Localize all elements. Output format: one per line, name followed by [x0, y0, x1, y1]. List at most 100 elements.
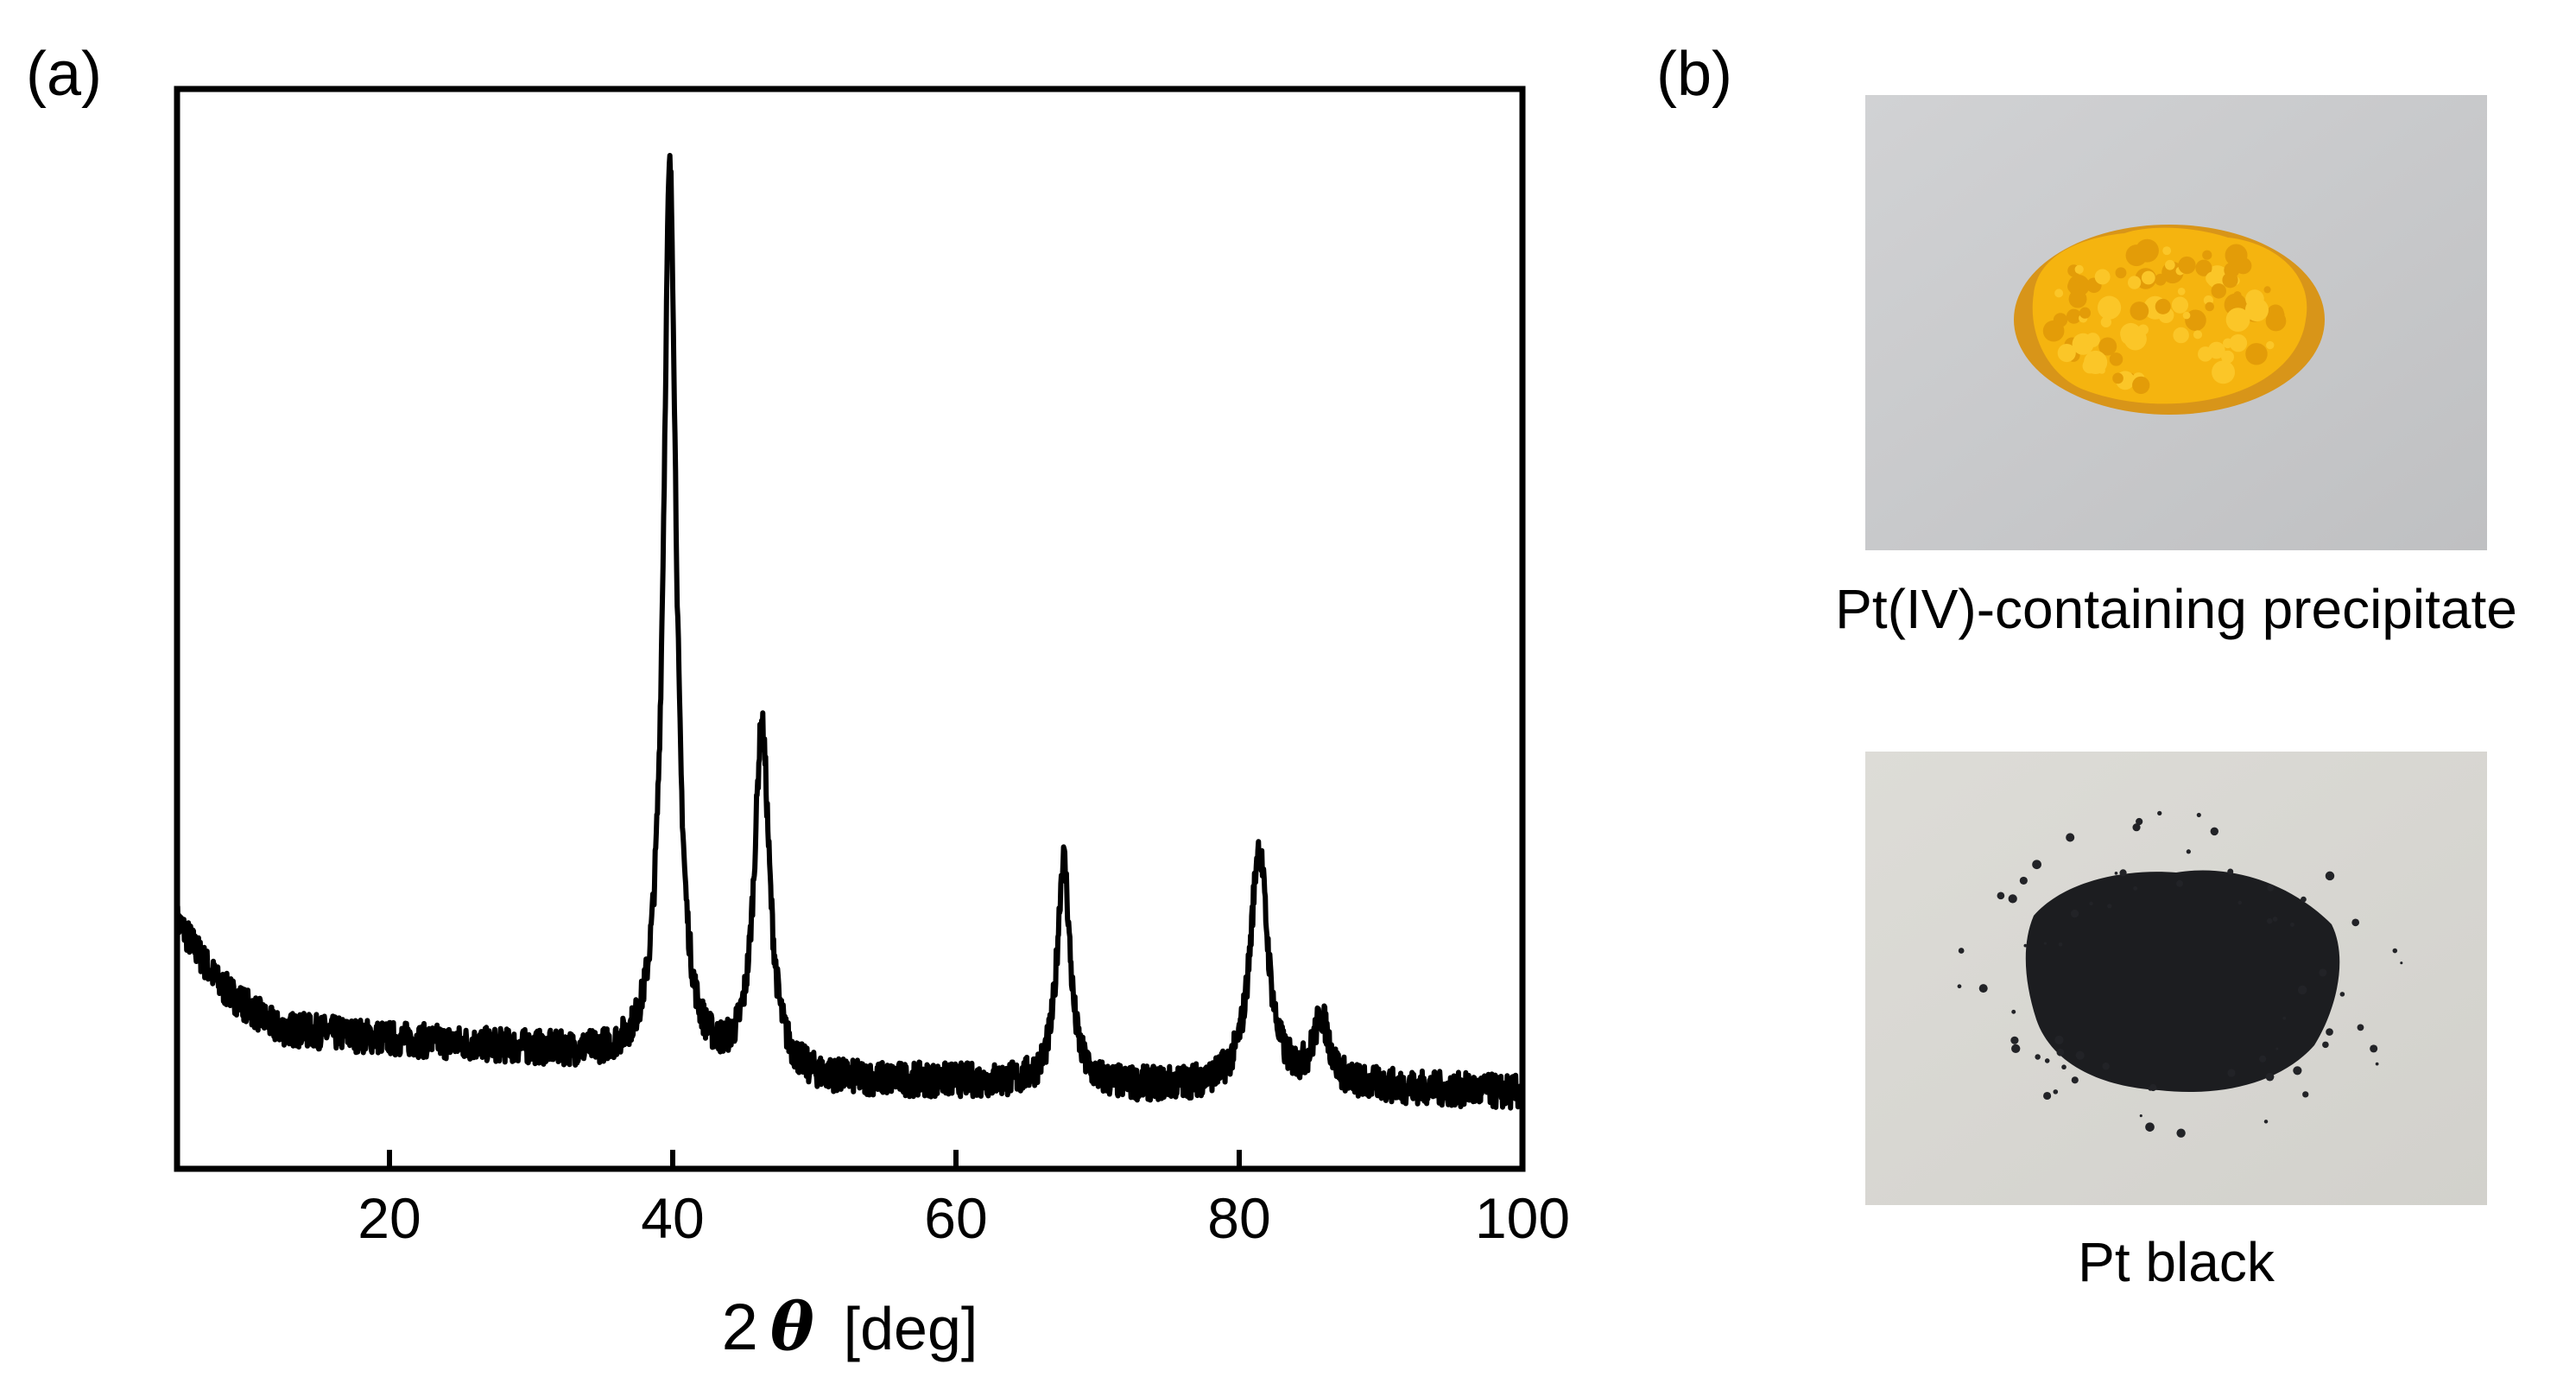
panel-label-a: (a) — [26, 40, 102, 109]
powder-speck — [2326, 1028, 2333, 1036]
powder-speck — [2176, 879, 2184, 887]
powder-grain — [2109, 352, 2123, 366]
powder-grain — [2205, 301, 2214, 312]
photo-pt-black — [1865, 752, 2487, 1205]
powder-speck — [2043, 1091, 2052, 1101]
powder-grain — [2057, 343, 2076, 363]
powder-speck — [2011, 1009, 2016, 1014]
powder-speck — [2272, 917, 2278, 922]
powder-speck — [2089, 901, 2093, 906]
powder-grain — [2171, 296, 2189, 314]
photo-ptiv-precipitate — [1865, 95, 2487, 550]
powder-grain — [2097, 295, 2122, 320]
powder-grain — [2053, 313, 2068, 327]
powder-grain — [2154, 273, 2167, 286]
x-tick-label: 100 — [1475, 1186, 1570, 1250]
black-powder-pile — [2025, 870, 2340, 1093]
powder-speck — [2370, 1044, 2378, 1053]
powder-speck — [2293, 1066, 2302, 1076]
x-axis-label: 2 θ [deg] — [722, 1288, 978, 1365]
powder-speck — [2289, 922, 2295, 927]
powder-grain — [2263, 286, 2271, 294]
powder-speck — [2176, 1128, 2186, 1138]
powder-speck — [2114, 872, 2118, 875]
powder-grain — [2211, 283, 2227, 299]
powder-speck — [2259, 1055, 2267, 1063]
powder-grain — [2054, 289, 2064, 298]
powder-grain — [2225, 308, 2250, 333]
powder-speck — [2133, 885, 2138, 891]
powder-speck — [2297, 985, 2307, 995]
powder-speck — [2267, 885, 2275, 892]
powder-speck — [2102, 1062, 2110, 1070]
powder-speck — [2132, 823, 2141, 832]
powder-grain — [2084, 350, 2108, 375]
powder-grain — [2233, 291, 2242, 300]
powder-grain — [2229, 333, 2248, 352]
powder-speck — [2019, 876, 2028, 885]
powder-grain — [2125, 244, 2148, 267]
powder-speck — [1958, 948, 1965, 954]
powder-speck — [2301, 896, 2307, 903]
powder-grain — [2132, 376, 2150, 395]
xrd-chart: 20 40 60 80 100 2 θ [deg] — [174, 86, 1570, 1365]
caption-pt-black: Pt black — [2078, 1231, 2275, 1293]
powder-grain — [2202, 250, 2212, 260]
powder-grain — [2115, 267, 2127, 279]
powder-speck — [2227, 868, 2234, 875]
powder-grain — [2221, 350, 2234, 364]
powder-grain — [2212, 360, 2236, 384]
x-tick-label: 80 — [1207, 1186, 1270, 1250]
powder-grain — [2178, 256, 2196, 275]
powder-speck — [2058, 942, 2063, 947]
powder-speck — [2227, 1069, 2236, 1077]
powder-speck — [2010, 1036, 2019, 1044]
powder-grain — [2206, 271, 2219, 285]
powder-speck — [2043, 942, 2048, 945]
powder-grain — [2066, 308, 2082, 324]
powder-speck — [2157, 810, 2162, 816]
panel-label-b: (b) — [1656, 40, 1732, 109]
powder-grain — [2127, 276, 2142, 289]
powder-grain — [2244, 298, 2269, 322]
powder-speck — [2375, 1062, 2379, 1066]
powder-speck — [2071, 1076, 2079, 1084]
powder-speck — [2035, 1054, 2041, 1060]
powder-grain — [2177, 287, 2186, 295]
powder-grain — [2074, 264, 2084, 274]
powder-speck — [2339, 992, 2345, 997]
plot-frame — [174, 86, 1526, 1172]
powder-speck — [2302, 1091, 2309, 1098]
powder-speck — [2265, 1072, 2275, 1082]
powder-speck — [1978, 984, 1988, 993]
powder-speck — [2392, 948, 2398, 954]
powder-grain — [2155, 298, 2171, 314]
powder-speck — [2107, 904, 2112, 909]
powder-grain — [2112, 372, 2123, 384]
powder-speck — [1997, 892, 2005, 900]
powder-grain — [2265, 310, 2287, 332]
powder-speck — [2149, 1083, 2157, 1092]
powder-speck — [2325, 871, 2335, 881]
powder-speck — [2119, 869, 2127, 877]
series-line — [174, 153, 1525, 1111]
powder-speck — [2070, 909, 2079, 918]
powder-grain — [2068, 289, 2087, 308]
powder-grain — [2079, 307, 2092, 319]
powder-speck — [2266, 917, 2273, 924]
powder-grain — [2195, 259, 2212, 276]
powder-grain — [2185, 309, 2206, 332]
x-tick-label: 20 — [358, 1186, 421, 1250]
powder-grain — [2234, 257, 2252, 275]
powder-grain — [2182, 311, 2191, 320]
powder-grain — [2193, 330, 2203, 339]
powder-speck — [2066, 833, 2075, 842]
powder-speck — [2056, 1048, 2065, 1057]
powder-speck — [1957, 984, 1962, 989]
powder-speck — [2400, 961, 2403, 965]
powder-grain — [2141, 270, 2155, 285]
x-tick-label: 60 — [924, 1186, 987, 1250]
powder-grain — [2123, 327, 2147, 351]
powder-speck — [2008, 894, 2017, 904]
powder-grain — [2266, 340, 2275, 350]
